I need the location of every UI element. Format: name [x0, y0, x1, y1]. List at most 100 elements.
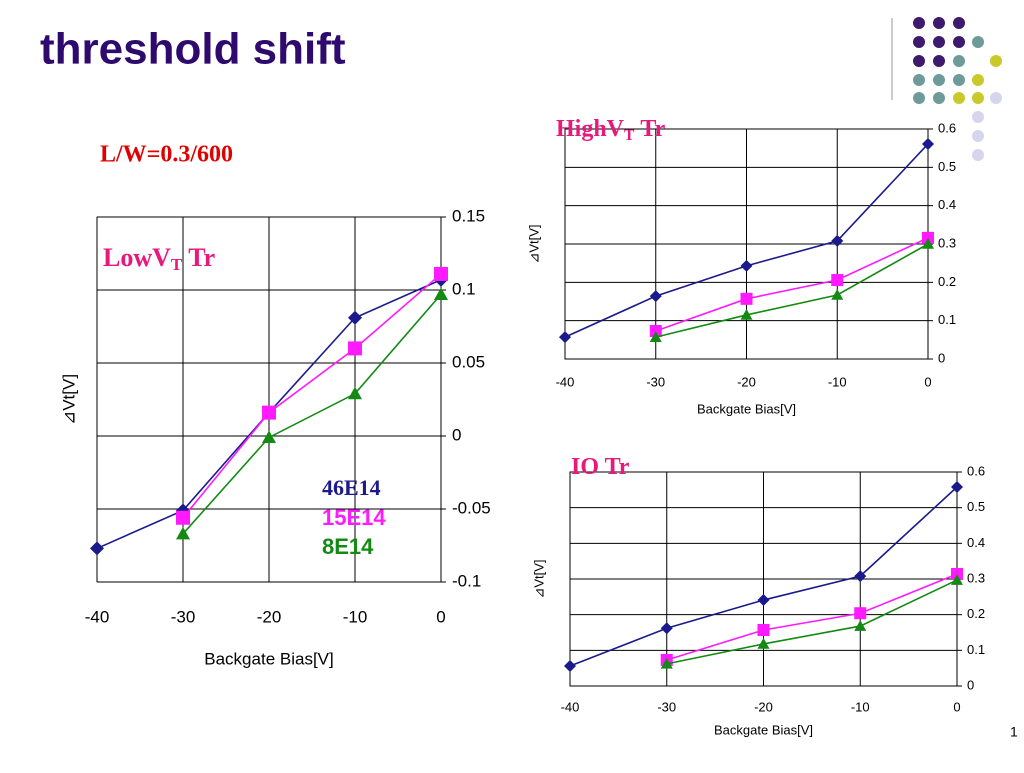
marker	[757, 594, 770, 607]
chart-title-part: HighV	[556, 116, 625, 142]
y-tick-label: -0.1	[452, 571, 481, 590]
y-tick-label: -0.05	[452, 498, 491, 517]
y-tick-label: 0.6	[967, 463, 985, 478]
chart-title-part: T	[171, 255, 183, 274]
chart-title-part: Tr	[640, 116, 665, 142]
x-tick-label: -30	[657, 699, 676, 714]
marker	[922, 238, 934, 249]
series-line	[655, 243, 929, 338]
y-tick-label: 0.5	[938, 159, 956, 174]
x-tick-label: -10	[851, 699, 870, 714]
marker	[649, 325, 662, 338]
marker	[922, 231, 934, 244]
subtitle: L/W=0.3/600	[100, 142, 233, 168]
marker	[757, 637, 770, 649]
marker	[951, 574, 963, 585]
x-tick-label: -40	[556, 374, 575, 389]
chart-title: IO Tr	[571, 454, 630, 480]
y-tick-label: 0.1	[938, 312, 956, 327]
chart-title-part: IO Tr	[571, 454, 630, 480]
marker	[176, 526, 190, 540]
x-tick-label: -40	[85, 607, 110, 626]
marker	[854, 570, 867, 583]
marker	[348, 341, 362, 356]
y-tick-label: 0.05	[452, 352, 485, 371]
marker	[740, 308, 753, 320]
legend-entry: 46E14	[322, 475, 381, 500]
y-tick-label: 0.3	[967, 570, 985, 585]
y-tick-label: 0	[452, 425, 461, 444]
x-tick-label: -20	[257, 607, 282, 626]
marker	[740, 292, 753, 305]
page-number: 1	[1010, 724, 1018, 740]
x-axis-label: Backgate Bias[V]	[714, 722, 813, 737]
y-tick-label: 0.6	[938, 120, 956, 135]
x-tick-label: 0	[436, 607, 445, 626]
marker	[951, 480, 963, 493]
series-line	[655, 237, 929, 332]
x-tick-label: 0	[924, 374, 931, 389]
marker	[262, 430, 276, 444]
chart-title: LowVT Tr	[103, 243, 215, 274]
marker	[564, 660, 576, 673]
y-tick-label: 0.2	[967, 606, 985, 621]
x-tick-label: -40	[561, 699, 580, 714]
y-tick-label: 0.1	[452, 279, 476, 298]
chart: -0.1 -0.05 0 0.05 0.1 0.15 -40 -30 -20 -10 0 Backga…	[59, 206, 490, 668]
marker	[922, 137, 934, 150]
chart-title-part: LowV	[103, 243, 171, 272]
marker	[434, 287, 448, 300]
marker	[831, 274, 844, 287]
marker	[262, 405, 276, 420]
marker	[559, 331, 571, 344]
chart-title-part: T	[624, 127, 635, 144]
x-tick-label: -20	[737, 374, 756, 389]
chart-title-part: Tr	[188, 243, 215, 272]
slide-title: threshold shift	[40, 25, 346, 74]
series-line	[666, 573, 958, 661]
decoration	[891, 17, 1002, 161]
marker	[660, 657, 673, 669]
marker	[348, 386, 362, 400]
y-axis-label: ⊿Vt[V]	[531, 559, 546, 598]
series-line	[182, 273, 442, 519]
y-tick-label: 0.1	[967, 642, 985, 657]
marker	[90, 541, 104, 556]
marker	[348, 310, 362, 325]
marker	[951, 568, 963, 581]
chart-title: HighVT Tr	[556, 116, 666, 144]
y-axis-label: ⊿Vt[V]	[59, 374, 78, 425]
marker	[649, 290, 662, 303]
chart: 0 0.1 0.2 0.3 0.4 0.5 0.6 -40 -30 -20 -10 0 Backgate…	[526, 116, 956, 417]
chart: 0 0.1 0.2 0.3 0.4 0.5 0.6 -40 -30 -20 -10 0 Backgate…	[531, 454, 985, 738]
marker	[434, 266, 448, 281]
marker	[740, 259, 753, 272]
y-tick-label: 0.15	[452, 206, 485, 225]
x-tick-label: -10	[828, 374, 847, 389]
series-line	[666, 579, 958, 665]
marker	[176, 510, 190, 525]
y-tick-label: 0	[967, 677, 974, 692]
marker	[831, 288, 844, 300]
y-tick-label: 0.4	[967, 535, 985, 550]
x-tick-label: -30	[646, 374, 665, 389]
marker	[831, 234, 844, 247]
x-axis-label: Backgate Bias[V]	[204, 649, 333, 668]
legend-entry: 8E14	[322, 534, 374, 559]
y-tick-label: 0.2	[938, 274, 956, 289]
y-tick-label: 0.4	[938, 197, 956, 212]
y-tick-label: 0	[938, 350, 945, 365]
marker	[660, 622, 673, 635]
x-tick-label: 0	[953, 699, 960, 714]
y-axis-label: ⊿Vt[V]	[526, 224, 541, 263]
marker	[649, 331, 662, 342]
x-tick-label: -30	[171, 607, 196, 626]
y-tick-label: 0.3	[938, 235, 956, 250]
marker	[757, 624, 770, 637]
x-tick-label: -10	[343, 607, 368, 626]
marker	[854, 607, 867, 620]
series-line	[182, 293, 442, 535]
x-axis-label: Backgate Bias[V]	[697, 401, 796, 416]
marker	[854, 620, 867, 631]
